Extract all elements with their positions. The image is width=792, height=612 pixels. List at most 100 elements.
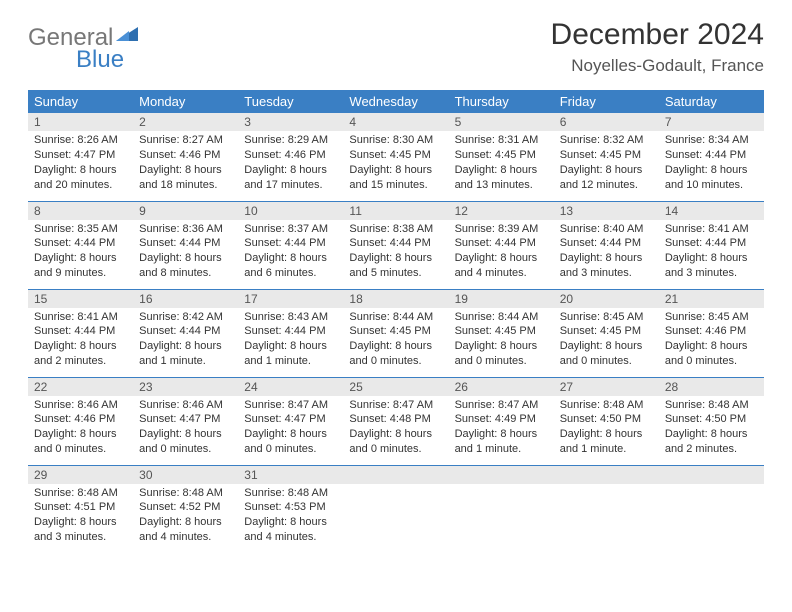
- calendar-cell: 8Sunrise: 8:35 AMSunset: 4:44 PMDaylight…: [28, 201, 133, 289]
- day-content: Sunrise: 8:30 AMSunset: 4:45 PMDaylight:…: [343, 131, 448, 196]
- daylight-text-2: and 0 minutes.: [560, 354, 653, 369]
- daylight-text-1: Daylight: 8 hours: [244, 339, 337, 354]
- sunset-text: Sunset: 4:52 PM: [139, 500, 232, 515]
- daylight-text-2: and 6 minutes.: [244, 266, 337, 281]
- day-number: 29: [28, 466, 133, 484]
- day-content: Sunrise: 8:46 AMSunset: 4:47 PMDaylight:…: [133, 396, 238, 461]
- daylight-text-1: Daylight: 8 hours: [34, 251, 127, 266]
- calendar-cell: 27Sunrise: 8:48 AMSunset: 4:50 PMDayligh…: [554, 377, 659, 465]
- calendar-cell: 23Sunrise: 8:46 AMSunset: 4:47 PMDayligh…: [133, 377, 238, 465]
- day-number: 12: [449, 202, 554, 220]
- daylight-text-1: Daylight: 8 hours: [665, 251, 758, 266]
- daylight-text-1: Daylight: 8 hours: [665, 339, 758, 354]
- dayhead-saturday: Saturday: [659, 90, 764, 113]
- daylight-text-2: and 2 minutes.: [665, 442, 758, 457]
- sunrise-text: Sunrise: 8:48 AM: [560, 398, 653, 413]
- daylight-text-1: Daylight: 8 hours: [665, 427, 758, 442]
- daylight-text-2: and 3 minutes.: [34, 530, 127, 545]
- daylight-text-2: and 1 minute.: [244, 354, 337, 369]
- calendar-cell: 18Sunrise: 8:44 AMSunset: 4:45 PMDayligh…: [343, 289, 448, 377]
- day-content: Sunrise: 8:45 AMSunset: 4:46 PMDaylight:…: [659, 308, 764, 373]
- daylight-text-1: Daylight: 8 hours: [560, 339, 653, 354]
- calendar-cell: 5Sunrise: 8:31 AMSunset: 4:45 PMDaylight…: [449, 113, 554, 201]
- day-content: Sunrise: 8:35 AMSunset: 4:44 PMDaylight:…: [28, 220, 133, 285]
- daylight-text-1: Daylight: 8 hours: [455, 427, 548, 442]
- daylight-text-2: and 13 minutes.: [455, 178, 548, 193]
- daylight-text-2: and 4 minutes.: [455, 266, 548, 281]
- daylight-text-2: and 3 minutes.: [560, 266, 653, 281]
- daylight-text-1: Daylight: 8 hours: [455, 339, 548, 354]
- daylight-text-2: and 0 minutes.: [349, 354, 442, 369]
- daylight-text-1: Daylight: 8 hours: [139, 515, 232, 530]
- sunrise-text: Sunrise: 8:37 AM: [244, 222, 337, 237]
- day-number: 1: [28, 113, 133, 131]
- sunrise-text: Sunrise: 8:44 AM: [349, 310, 442, 325]
- sunrise-text: Sunrise: 8:31 AM: [455, 133, 548, 148]
- daylight-text-1: Daylight: 8 hours: [560, 163, 653, 178]
- sunset-text: Sunset: 4:47 PM: [244, 412, 337, 427]
- daylight-text-1: Daylight: 8 hours: [349, 339, 442, 354]
- calendar-cell: 6Sunrise: 8:32 AMSunset: 4:45 PMDaylight…: [554, 113, 659, 201]
- day-content: Sunrise: 8:40 AMSunset: 4:44 PMDaylight:…: [554, 220, 659, 285]
- day-number: [343, 466, 448, 484]
- day-content: Sunrise: 8:32 AMSunset: 4:45 PMDaylight:…: [554, 131, 659, 196]
- month-title: December 2024: [551, 18, 764, 52]
- daylight-text-1: Daylight: 8 hours: [349, 163, 442, 178]
- sunrise-text: Sunrise: 8:43 AM: [244, 310, 337, 325]
- day-content: Sunrise: 8:31 AMSunset: 4:45 PMDaylight:…: [449, 131, 554, 196]
- day-number: 18: [343, 290, 448, 308]
- daylight-text-1: Daylight: 8 hours: [349, 427, 442, 442]
- sunset-text: Sunset: 4:51 PM: [34, 500, 127, 515]
- sunrise-text: Sunrise: 8:27 AM: [139, 133, 232, 148]
- day-content: Sunrise: 8:44 AMSunset: 4:45 PMDaylight:…: [449, 308, 554, 373]
- day-number: 31: [238, 466, 343, 484]
- sunset-text: Sunset: 4:44 PM: [139, 236, 232, 251]
- sunset-text: Sunset: 4:45 PM: [560, 148, 653, 163]
- day-content: Sunrise: 8:48 AMSunset: 4:51 PMDaylight:…: [28, 484, 133, 549]
- sunrise-text: Sunrise: 8:48 AM: [34, 486, 127, 501]
- day-number: [659, 466, 764, 484]
- calendar-cell: 19Sunrise: 8:44 AMSunset: 4:45 PMDayligh…: [449, 289, 554, 377]
- daylight-text-1: Daylight: 8 hours: [34, 163, 127, 178]
- daylight-text-1: Daylight: 8 hours: [244, 515, 337, 530]
- day-number: 24: [238, 378, 343, 396]
- sunrise-text: Sunrise: 8:35 AM: [34, 222, 127, 237]
- day-number: 27: [554, 378, 659, 396]
- sunset-text: Sunset: 4:44 PM: [244, 324, 337, 339]
- daylight-text-1: Daylight: 8 hours: [455, 163, 548, 178]
- sunset-text: Sunset: 4:44 PM: [665, 236, 758, 251]
- day-number: 6: [554, 113, 659, 131]
- day-number: 14: [659, 202, 764, 220]
- day-content: Sunrise: 8:45 AMSunset: 4:45 PMDaylight:…: [554, 308, 659, 373]
- sunrise-text: Sunrise: 8:47 AM: [349, 398, 442, 413]
- sunset-text: Sunset: 4:44 PM: [139, 324, 232, 339]
- day-number: [449, 466, 554, 484]
- day-number: 7: [659, 113, 764, 131]
- day-content: Sunrise: 8:48 AMSunset: 4:50 PMDaylight:…: [659, 396, 764, 461]
- daylight-text-1: Daylight: 8 hours: [139, 339, 232, 354]
- day-number: 5: [449, 113, 554, 131]
- dayhead-monday: Monday: [133, 90, 238, 113]
- sunrise-text: Sunrise: 8:32 AM: [560, 133, 653, 148]
- day-number: 13: [554, 202, 659, 220]
- daylight-text-1: Daylight: 8 hours: [34, 427, 127, 442]
- day-number: 23: [133, 378, 238, 396]
- daylight-text-2: and 0 minutes.: [455, 354, 548, 369]
- header: GeneralBlue December 2024 Noyelles-Godau…: [28, 18, 764, 76]
- daylight-text-2: and 3 minutes.: [665, 266, 758, 281]
- day-number: 19: [449, 290, 554, 308]
- daylight-text-2: and 12 minutes.: [560, 178, 653, 193]
- calendar-cell: 3Sunrise: 8:29 AMSunset: 4:46 PMDaylight…: [238, 113, 343, 201]
- calendar-cell: 2Sunrise: 8:27 AMSunset: 4:46 PMDaylight…: [133, 113, 238, 201]
- sunset-text: Sunset: 4:46 PM: [244, 148, 337, 163]
- daylight-text-2: and 9 minutes.: [34, 266, 127, 281]
- day-number: 9: [133, 202, 238, 220]
- daylight-text-2: and 0 minutes.: [244, 442, 337, 457]
- day-content: Sunrise: 8:46 AMSunset: 4:46 PMDaylight:…: [28, 396, 133, 461]
- day-number: 10: [238, 202, 343, 220]
- daylight-text-2: and 1 minute.: [455, 442, 548, 457]
- sunset-text: Sunset: 4:44 PM: [455, 236, 548, 251]
- day-number: 15: [28, 290, 133, 308]
- day-number: 28: [659, 378, 764, 396]
- daylight-text-1: Daylight: 8 hours: [455, 251, 548, 266]
